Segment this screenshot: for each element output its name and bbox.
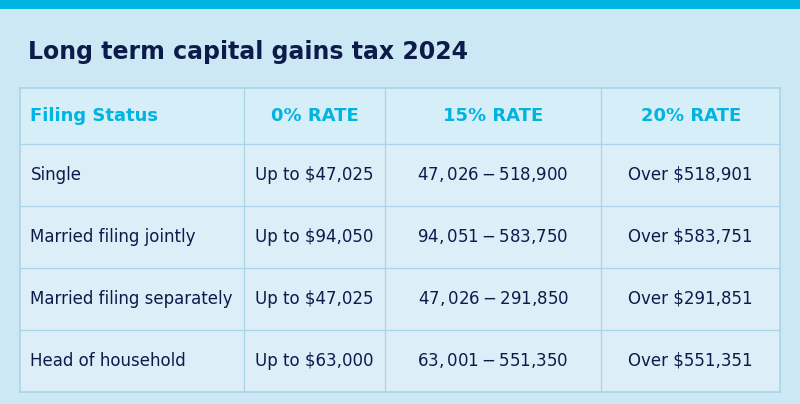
Text: 0% RATE: 0% RATE: [270, 107, 358, 125]
Text: Filing Status: Filing Status: [30, 107, 158, 125]
Text: Married filing separately: Married filing separately: [30, 290, 233, 308]
Text: Up to $47,025: Up to $47,025: [255, 290, 374, 308]
Text: $47,026 - $291,850: $47,026 - $291,850: [418, 289, 569, 308]
Text: Married filing jointly: Married filing jointly: [30, 228, 196, 246]
Text: Single: Single: [30, 166, 82, 184]
Text: Over $291,851: Over $291,851: [628, 290, 753, 308]
FancyBboxPatch shape: [20, 144, 780, 206]
Text: Up to $47,025: Up to $47,025: [255, 166, 374, 184]
Text: Long term capital gains tax 2024: Long term capital gains tax 2024: [28, 40, 468, 64]
Text: 15% RATE: 15% RATE: [443, 107, 543, 125]
Text: Head of household: Head of household: [30, 352, 186, 370]
Text: Over $583,751: Over $583,751: [629, 228, 753, 246]
FancyBboxPatch shape: [0, 9, 800, 88]
Text: Up to $63,000: Up to $63,000: [255, 352, 374, 370]
Text: Up to $94,050: Up to $94,050: [255, 228, 374, 246]
FancyBboxPatch shape: [20, 88, 780, 144]
FancyBboxPatch shape: [20, 330, 780, 392]
Text: Over $551,351: Over $551,351: [628, 352, 753, 370]
Text: $47,026 - $518,900: $47,026 - $518,900: [418, 166, 569, 185]
FancyBboxPatch shape: [20, 206, 780, 268]
FancyBboxPatch shape: [20, 88, 780, 392]
Text: Over $518,901: Over $518,901: [629, 166, 753, 184]
Text: 20% RATE: 20% RATE: [641, 107, 741, 125]
FancyBboxPatch shape: [0, 0, 800, 9]
Text: $94,051 - $583,750: $94,051 - $583,750: [418, 227, 569, 246]
FancyBboxPatch shape: [20, 268, 780, 330]
Text: $63,001 - $551,350: $63,001 - $551,350: [418, 351, 569, 370]
